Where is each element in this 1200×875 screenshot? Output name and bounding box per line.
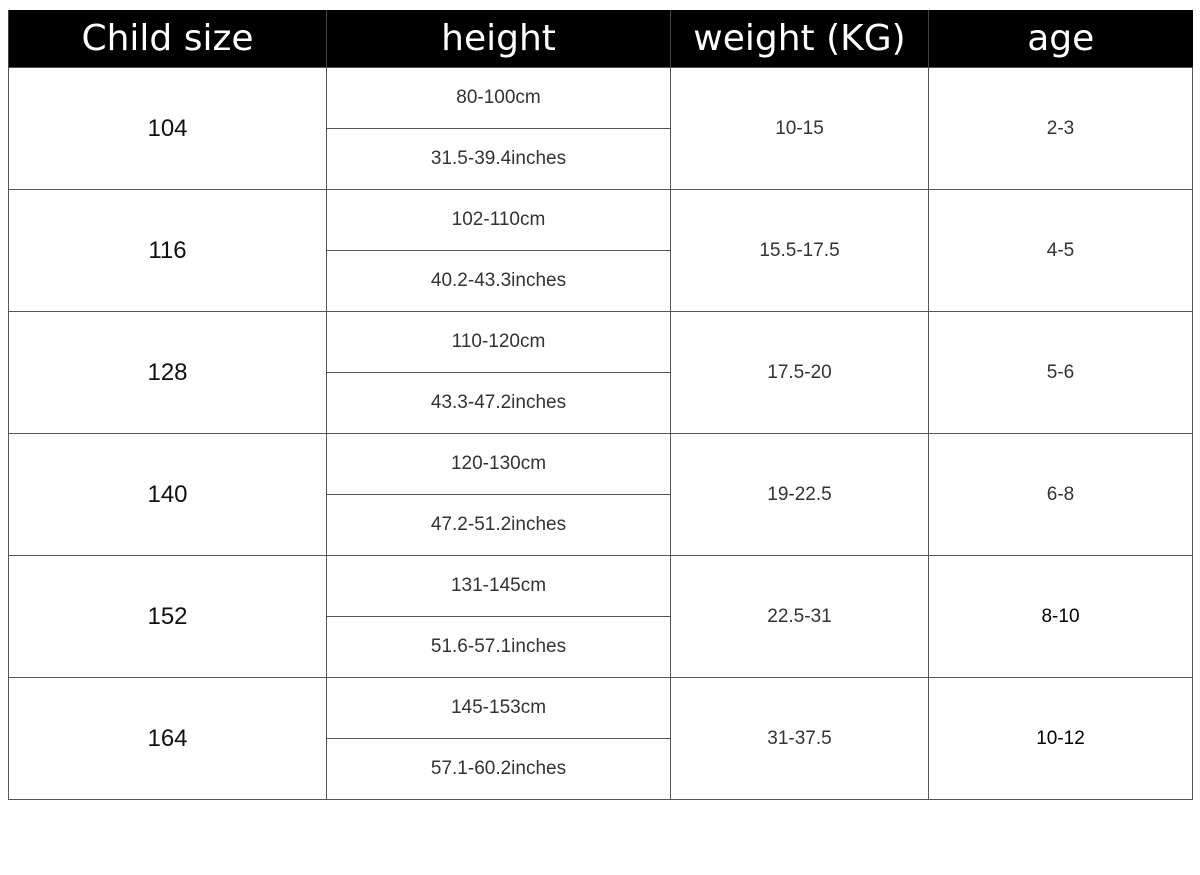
table-row: 128 110-120cm 17.5-20 5-6 xyxy=(8,311,1193,434)
size-cell: 140 xyxy=(8,433,327,556)
size-chart-table: Child size height weight (KG) age 104 80… xyxy=(8,10,1193,800)
size-cell: 104 xyxy=(8,67,327,190)
height-cm-cell: 110-120cm xyxy=(326,311,671,373)
height-cm-cell: 131-145cm xyxy=(326,555,671,617)
height-inches-cell: 47.2-51.2inches xyxy=(326,494,671,556)
age-cell: 10-12 xyxy=(928,677,1193,800)
height-inches-cell: 40.2-43.3inches xyxy=(326,250,671,312)
age-cell: 2-3 xyxy=(928,67,1193,190)
header-weight: weight (KG) xyxy=(670,10,929,68)
age-cell: 5-6 xyxy=(928,311,1193,434)
weight-cell: 10-15 xyxy=(670,67,929,190)
height-inches-cell: 43.3-47.2inches xyxy=(326,372,671,434)
table-subrow: 51.6-57.1inches xyxy=(9,616,1193,678)
table-row: 164 145-153cm 31-37.5 10-12 xyxy=(8,677,1193,800)
table-row: 152 131-145cm 22.5-31 8-10 xyxy=(8,555,1193,678)
height-cm-cell: 120-130cm xyxy=(326,433,671,495)
header-child-size: Child size xyxy=(8,10,327,68)
height-cm-cell: 145-153cm xyxy=(326,677,671,739)
weight-cell: 15.5-17.5 xyxy=(670,189,929,312)
table-subrow: 40.2-43.3inches xyxy=(9,250,1193,312)
height-inches-cell: 57.1-60.2inches xyxy=(326,738,671,800)
age-cell: 8-10 xyxy=(928,555,1193,678)
size-cell: 164 xyxy=(8,677,327,800)
height-inches-cell: 31.5-39.4inches xyxy=(326,128,671,190)
table-subrow: 31.5-39.4inches xyxy=(9,128,1193,190)
table-subrow: 47.2-51.2inches xyxy=(9,494,1193,556)
header-row: Child size height weight (KG) age xyxy=(8,10,1193,68)
table-subrow: 57.1-60.2inches xyxy=(9,738,1193,800)
table-row: 140 120-130cm 19-22.5 6-8 xyxy=(8,433,1193,556)
weight-cell: 22.5-31 xyxy=(670,555,929,678)
table-row: 116 102-110cm 15.5-17.5 4-5 xyxy=(8,189,1193,312)
height-cm-cell: 102-110cm xyxy=(326,189,671,251)
weight-cell: 19-22.5 xyxy=(670,433,929,556)
size-cell: 116 xyxy=(8,189,327,312)
age-cell: 4-5 xyxy=(928,189,1193,312)
height-cm-cell: 80-100cm xyxy=(326,67,671,129)
header-age: age xyxy=(928,10,1193,68)
header-height: height xyxy=(326,10,671,68)
size-cell: 152 xyxy=(8,555,327,678)
age-cell: 6-8 xyxy=(928,433,1193,556)
size-cell: 128 xyxy=(8,311,327,434)
table-row: 104 80-100cm 10-15 2-3 xyxy=(8,67,1193,190)
height-inches-cell: 51.6-57.1inches xyxy=(326,616,671,678)
weight-cell: 31-37.5 xyxy=(670,677,929,800)
weight-cell: 17.5-20 xyxy=(670,311,929,434)
